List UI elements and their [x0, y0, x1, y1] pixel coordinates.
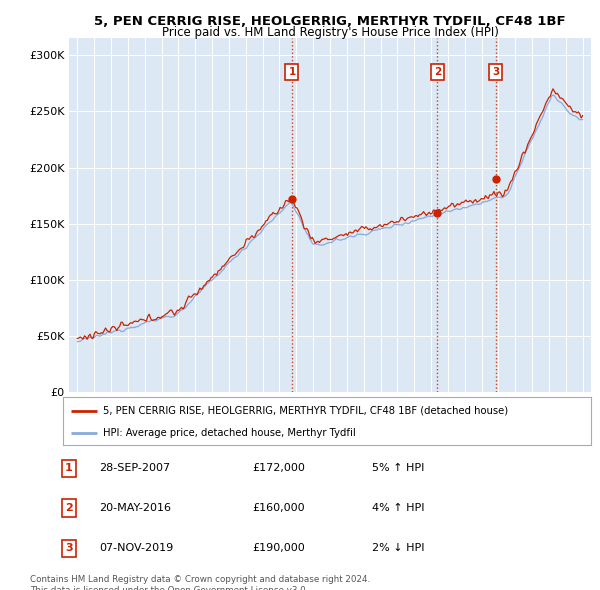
- Text: 28-SEP-2007: 28-SEP-2007: [99, 464, 170, 473]
- Text: 20-MAY-2016: 20-MAY-2016: [99, 503, 171, 513]
- Text: 5, PEN CERRIG RISE, HEOLGERRIG, MERTHYR TYDFIL, CF48 1BF: 5, PEN CERRIG RISE, HEOLGERRIG, MERTHYR …: [94, 15, 566, 28]
- Text: Contains HM Land Registry data © Crown copyright and database right 2024.
This d: Contains HM Land Registry data © Crown c…: [30, 575, 370, 590]
- Text: £190,000: £190,000: [252, 543, 305, 553]
- Text: 2: 2: [65, 503, 73, 513]
- Text: £172,000: £172,000: [252, 464, 305, 473]
- Text: 1: 1: [65, 464, 73, 473]
- Text: HPI: Average price, detached house, Merthyr Tydfil: HPI: Average price, detached house, Mert…: [103, 428, 355, 438]
- Text: 5% ↑ HPI: 5% ↑ HPI: [372, 464, 424, 473]
- Text: 07-NOV-2019: 07-NOV-2019: [99, 543, 173, 553]
- Text: 4% ↑ HPI: 4% ↑ HPI: [372, 503, 425, 513]
- Text: 2% ↓ HPI: 2% ↓ HPI: [372, 543, 425, 553]
- Text: 5, PEN CERRIG RISE, HEOLGERRIG, MERTHYR TYDFIL, CF48 1BF (detached house): 5, PEN CERRIG RISE, HEOLGERRIG, MERTHYR …: [103, 405, 508, 415]
- Text: £160,000: £160,000: [252, 503, 305, 513]
- Text: 3: 3: [65, 543, 73, 553]
- Text: 3: 3: [492, 67, 499, 77]
- Text: 2: 2: [434, 67, 441, 77]
- Text: 1: 1: [289, 67, 296, 77]
- Text: Price paid vs. HM Land Registry's House Price Index (HPI): Price paid vs. HM Land Registry's House …: [161, 26, 499, 39]
